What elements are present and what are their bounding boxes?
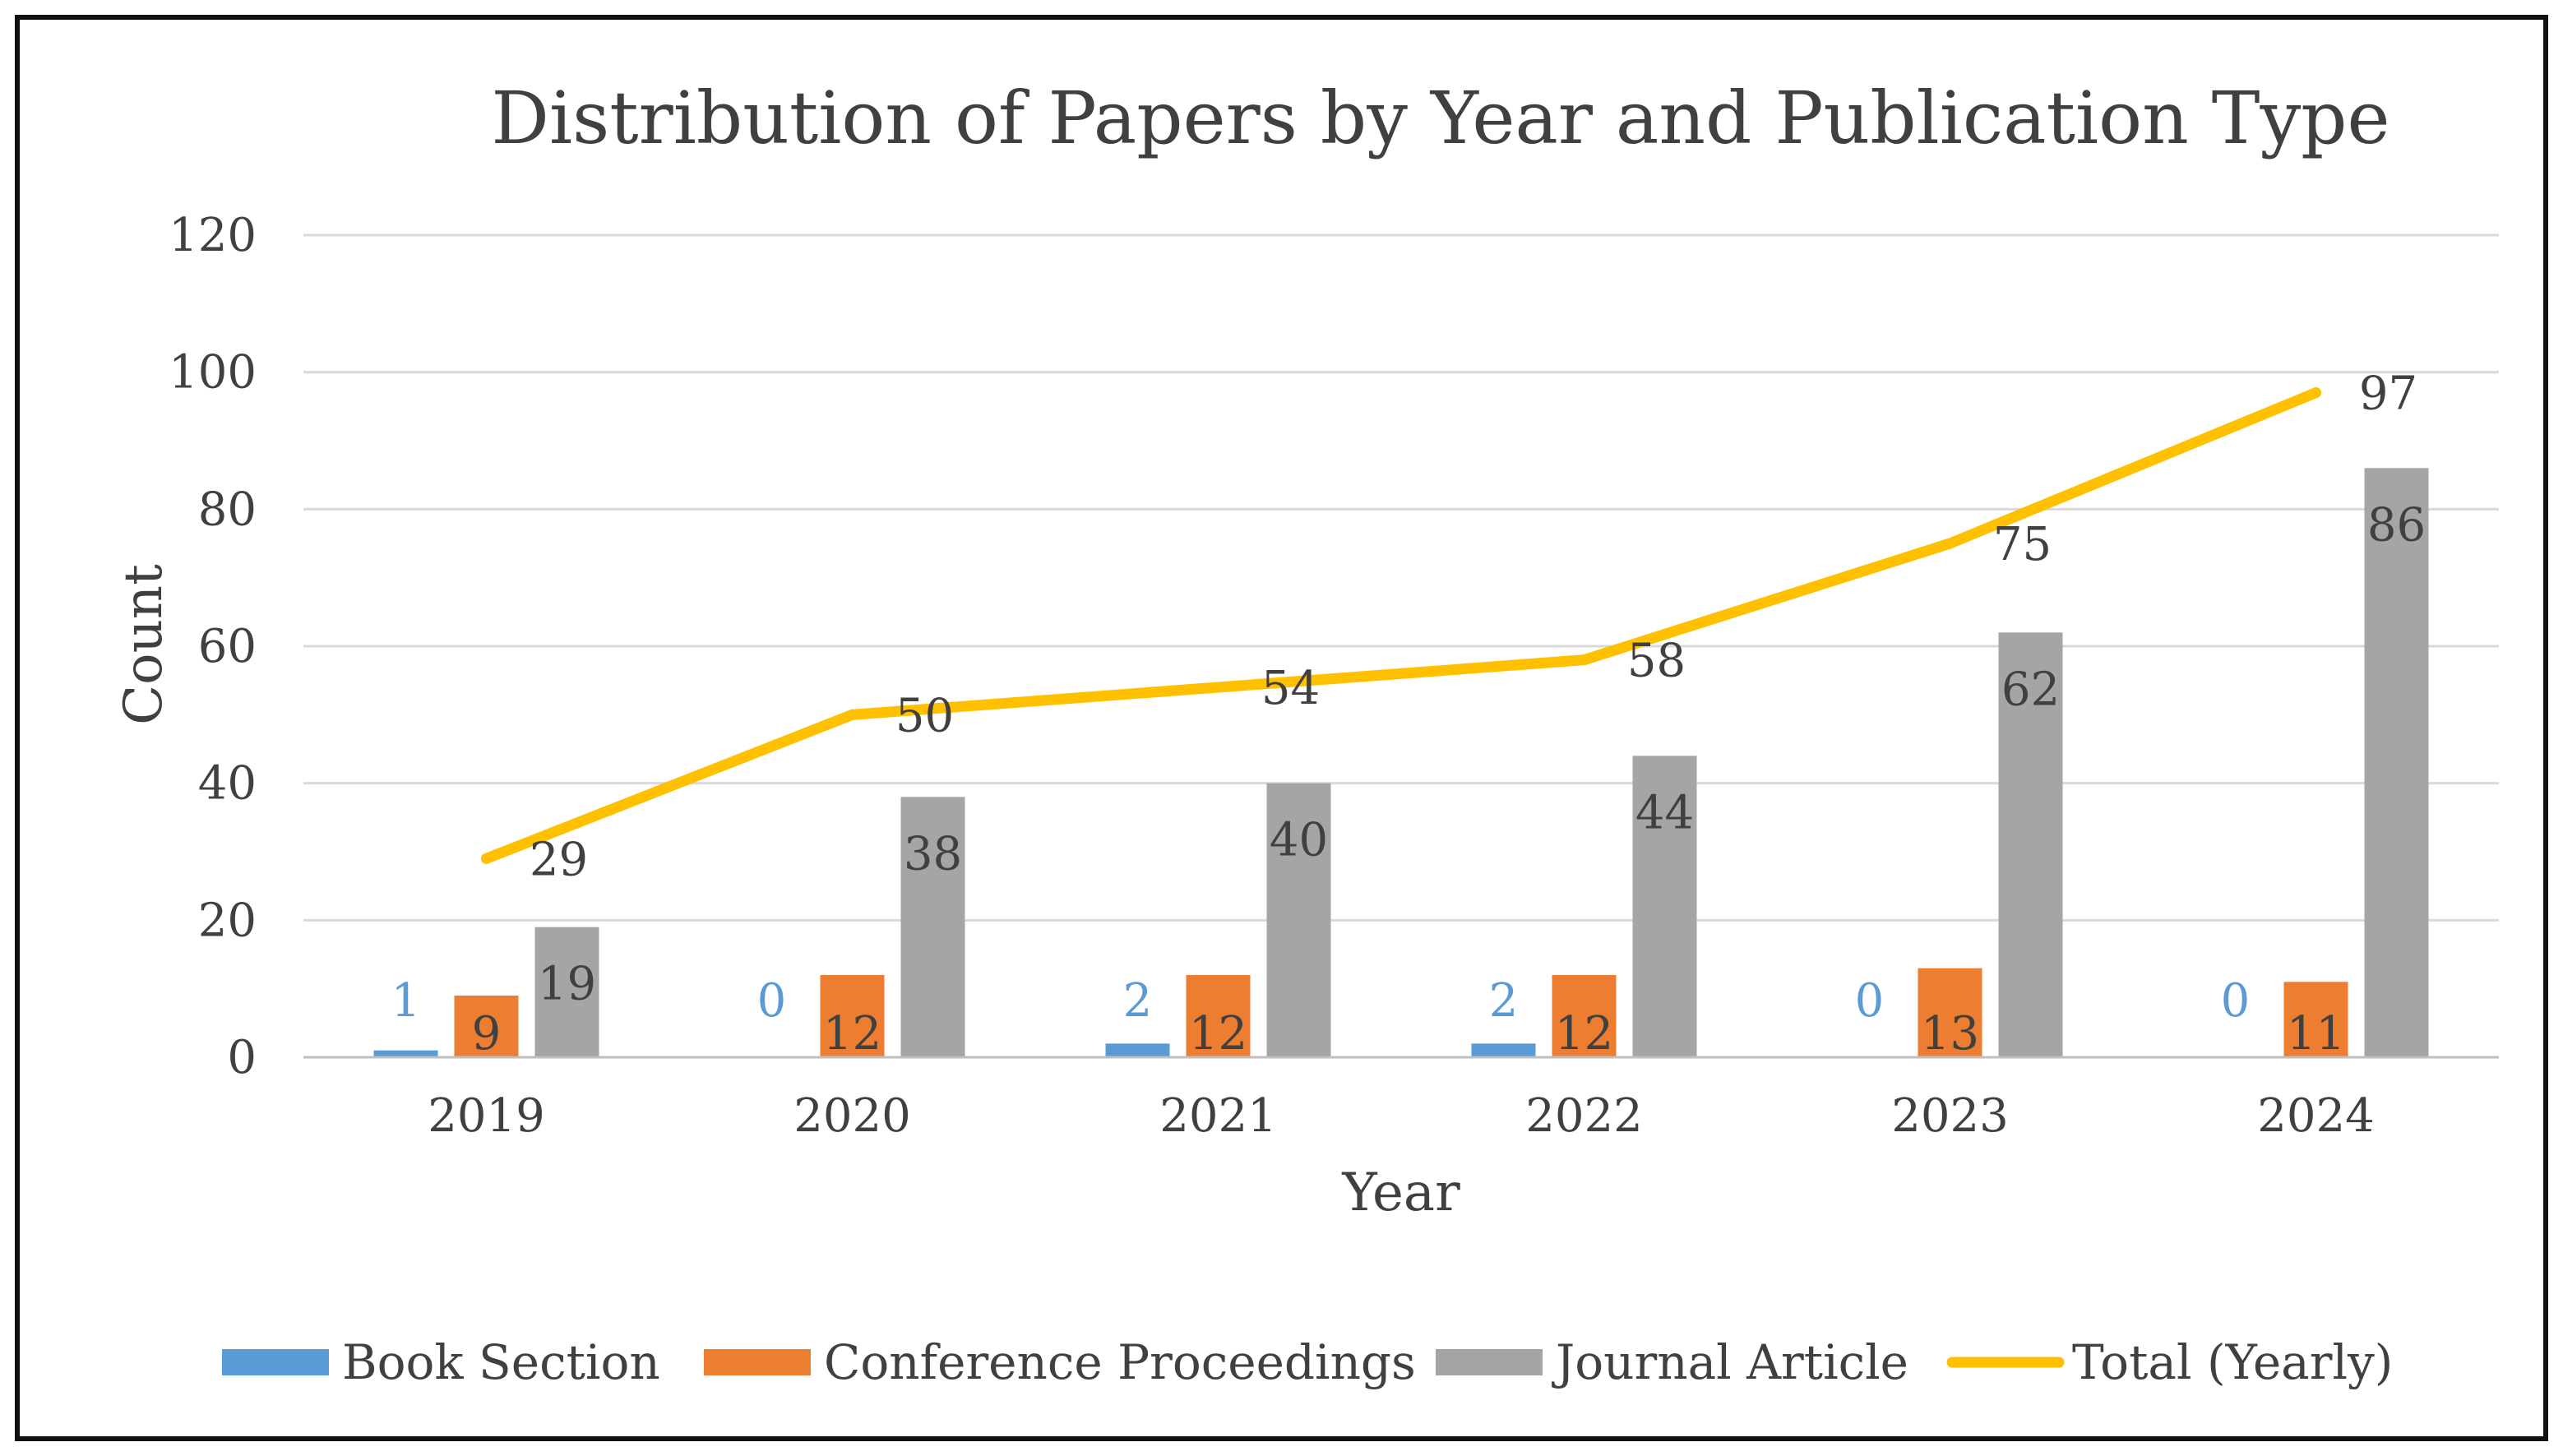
y-tick-label: 80	[198, 483, 257, 536]
bar-journal-article	[2364, 468, 2429, 1057]
data-label-book-section: 2	[1123, 974, 1153, 1028]
y-axis-title: Count	[113, 564, 174, 725]
data-label-book-section: 2	[1489, 974, 1519, 1028]
data-label-total-yearly-: 97	[2359, 367, 2417, 421]
x-tick-label: 2023	[1891, 1089, 2009, 1143]
data-label-book-section: 1	[391, 974, 421, 1028]
data-label-journal-article: 40	[1270, 814, 1328, 867]
data-label-book-section: 0	[2221, 974, 2251, 1028]
bar-journal-article	[1632, 756, 1697, 1057]
chart-svg: Distribution of Papers by Year and Publi…	[113, 76, 2499, 1390]
bar-journal-article	[1998, 632, 2063, 1057]
line-point-total-yearly-	[1579, 654, 1589, 666]
bar-conference-proceedings	[820, 975, 885, 1057]
x-tick-label: 2020	[793, 1089, 911, 1143]
legend-swatch-journal-article	[1436, 1349, 1543, 1375]
legend-label-journal-article: Journal Article	[1552, 1334, 1908, 1390]
bar-journal-article	[534, 927, 599, 1057]
data-label-total-yearly-: 54	[1261, 662, 1320, 715]
data-label-journal-article: 86	[2367, 498, 2426, 552]
line-point-total-yearly-	[847, 709, 858, 720]
y-tick-label: 40	[198, 757, 257, 811]
data-label-conference-proceedings: 12	[1189, 1007, 1247, 1061]
bar-layer	[373, 468, 2429, 1057]
grid-layer	[303, 233, 2499, 1059]
line-point-total-yearly-	[2311, 387, 2321, 399]
data-label-total-yearly-: 75	[1993, 518, 2052, 571]
bar-conference-proceedings	[2283, 982, 2348, 1057]
data-label-journal-article: 44	[1635, 786, 1694, 839]
legend-label-conference-proceedings: Conference Proceedings	[824, 1334, 1416, 1390]
x-tick-label: 2022	[1525, 1089, 1643, 1143]
legend-swatch-conference-proceedings	[704, 1349, 811, 1375]
data-label-conference-proceedings: 11	[2287, 1007, 2345, 1061]
bar-conference-proceedings	[1552, 975, 1617, 1057]
label-layer: 1 0 2 2 0 0 9 12 12 12 13 11 19 38 40 44 62 86 29 50 54 58 75 9…	[391, 367, 2426, 1061]
bar-book-section	[1471, 1043, 1536, 1057]
chart-frame: Distribution of Papers by Year and Publi…	[15, 15, 2548, 1441]
data-label-conference-proceedings: 12	[1555, 1007, 1613, 1061]
legend: Book Section Conference Proceedings Journa…	[222, 1334, 2393, 1390]
data-label-total-yearly-: 50	[895, 689, 954, 742]
y-tick-label: 120	[169, 209, 257, 262]
line-point-total-yearly-	[1213, 682, 1224, 693]
bar-conference-proceedings	[1186, 975, 1251, 1057]
y-tick-label: 20	[198, 894, 257, 947]
data-label-journal-article: 38	[904, 827, 962, 881]
data-label-conference-proceedings: 9	[472, 1007, 502, 1061]
y-tick-label: 0	[227, 1031, 257, 1084]
series-line-total-yearly-	[481, 387, 2321, 864]
data-label-total-yearly-: 29	[530, 833, 588, 886]
legend-label-total-yearly-: Total (Yearly)	[2072, 1334, 2393, 1390]
legend-label-book-section: Book Section	[342, 1334, 660, 1390]
chart-title: Distribution of Papers by Year and Publi…	[491, 76, 2390, 160]
data-label-book-section: 0	[757, 974, 787, 1028]
bar-journal-article	[1266, 783, 1331, 1057]
data-label-journal-article: 19	[538, 958, 596, 1011]
data-label-book-section: 0	[1855, 974, 1885, 1028]
line-point-total-yearly-	[1945, 538, 1955, 549]
bar-journal-article	[900, 797, 965, 1057]
data-label-total-yearly-: 58	[1627, 635, 1686, 688]
x-tick-label: 2021	[1159, 1089, 1277, 1143]
line-point-total-yearly-	[481, 853, 492, 864]
data-label-conference-proceedings: 12	[823, 1007, 881, 1061]
bar-book-section	[373, 1050, 438, 1057]
legend-swatch-book-section	[222, 1349, 329, 1375]
data-label-conference-proceedings: 13	[1921, 1007, 1979, 1061]
bar-book-section	[1105, 1043, 1170, 1057]
line-layer	[481, 387, 2321, 864]
data-label-journal-article: 62	[2001, 663, 2060, 716]
x-tick-label: 2019	[428, 1089, 545, 1143]
bar-conference-proceedings	[1918, 968, 1982, 1057]
x-tick-label: 2024	[2257, 1089, 2375, 1143]
y-tick-label: 100	[169, 346, 257, 400]
y-tick-label: 60	[198, 620, 257, 673]
bar-conference-proceedings	[454, 996, 519, 1057]
x-axis-title: Year	[1341, 1162, 1460, 1223]
